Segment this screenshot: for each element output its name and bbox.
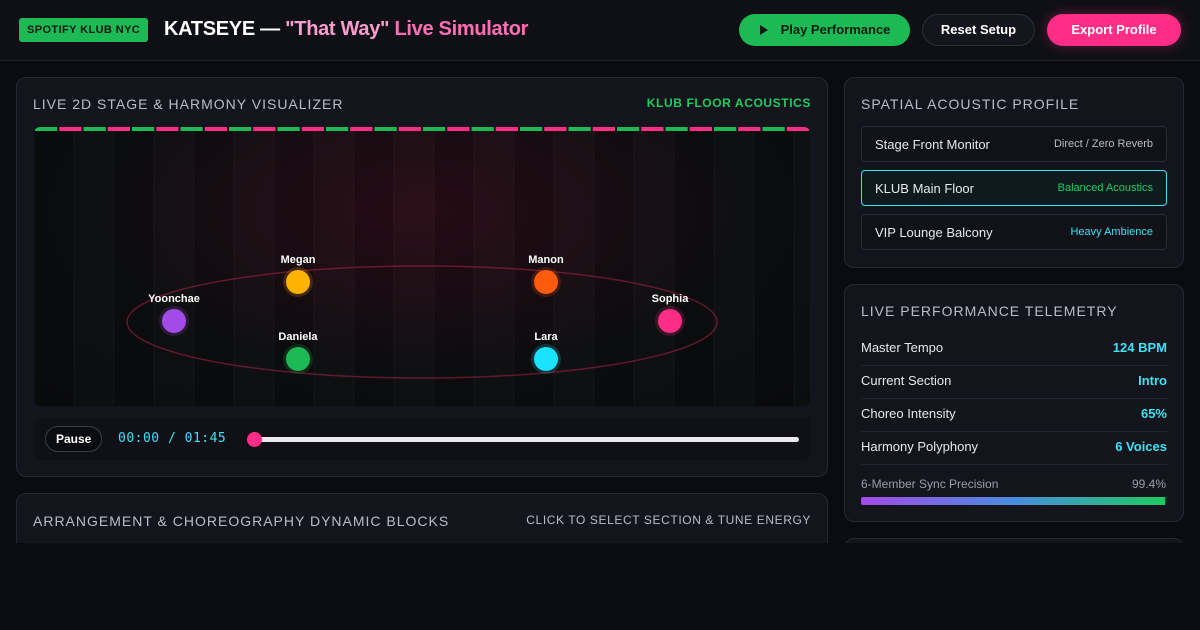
title-song: "That Way": [285, 18, 390, 40]
sync-precision-fill: [861, 497, 1166, 505]
reset-setup-button[interactable]: Reset Setup: [922, 14, 1035, 46]
led-segment: [204, 127, 227, 131]
sync-precision-label: 6-Member Sync Precision: [861, 477, 999, 491]
title-artist: KATSEYE —: [164, 18, 286, 40]
led-segment: [665, 127, 688, 131]
led-segment: [423, 127, 446, 131]
member-label-yoonchae: Yoonchae: [148, 293, 200, 305]
profile-name: VIP Lounge Balcony: [875, 225, 993, 240]
led-segment: [447, 127, 470, 131]
member-label-lara: Lara: [534, 331, 558, 343]
sync-precision-value: 99.4%: [1131, 477, 1166, 491]
led-segment: [326, 127, 349, 131]
profile-name: KLUB Main Floor: [875, 181, 974, 196]
scrubber-track[interactable]: [255, 437, 799, 442]
led-segment: [786, 127, 809, 131]
pause-button[interactable]: Pause: [45, 426, 103, 452]
led-segment: [301, 127, 324, 131]
telemetry-value: 6 Voices: [1115, 439, 1167, 454]
led-segment: [568, 127, 591, 131]
acoustics-label: KLUB FLOOR ACOUSTICS: [646, 96, 811, 110]
led-segment: [107, 127, 130, 131]
led-segment: [277, 127, 300, 131]
led-segment: [592, 127, 615, 131]
profile-vip-lounge-balcony[interactable]: VIP Lounge Balcony Heavy Ambience: [861, 214, 1167, 250]
export-profile-button[interactable]: Export Profile: [1047, 14, 1181, 46]
time-readout: 00:00 / 01:45: [118, 431, 227, 446]
led-segment: [641, 127, 664, 131]
led-segment: [544, 127, 567, 131]
telemetry-row-intensity: Choreo Intensity 65%: [861, 399, 1167, 432]
member-label-daniela: Daniela: [278, 331, 318, 343]
led-segment: [156, 127, 179, 131]
member-label-sophia: Sophia: [651, 293, 689, 305]
member-dot-megan[interactable]: [286, 270, 310, 294]
stage-canvas[interactable]: Megan Manon Yoonchae Sophia Daniela Lara: [34, 127, 810, 406]
member-label-manon: Manon: [528, 254, 564, 266]
led-segment: [762, 127, 785, 131]
led-segment: [520, 127, 543, 131]
telemetry-key: Master Tempo: [861, 340, 944, 355]
profile-desc: Heavy Ambience: [1070, 226, 1153, 238]
member-dot-lara[interactable]: [534, 347, 558, 371]
telemetry-panel: LIVE PERFORMANCE TELEMETRY Master Tempo …: [844, 284, 1184, 522]
led-segment: [253, 127, 276, 131]
led-segment: [714, 127, 737, 131]
blocks-panel-title: ARRANGEMENT & CHOREOGRAPHY DYNAMIC BLOCK…: [33, 513, 450, 529]
led-segment: [471, 127, 494, 131]
telemetry-key: Current Section: [861, 373, 952, 388]
member-dot-sophia[interactable]: [658, 309, 682, 333]
telemetry-value: 124 BPM: [1112, 340, 1167, 355]
led-segment: [180, 127, 203, 131]
led-segment: [59, 127, 82, 131]
led-segment: [617, 127, 640, 131]
telemetry-row-tempo: Master Tempo 124 BPM: [861, 333, 1167, 366]
led-segment: [132, 127, 155, 131]
title-suffix: Live Simulator: [389, 18, 529, 40]
telemetry-key: Harmony Polyphony: [861, 439, 979, 454]
stage-floor-ring: [126, 265, 718, 379]
play-icon: [760, 25, 768, 35]
profile-klub-main-floor[interactable]: KLUB Main Floor Balanced Acoustics: [861, 170, 1167, 206]
led-segment: [374, 127, 397, 131]
member-dot-manon[interactable]: [534, 270, 558, 294]
member-dot-yoonchae[interactable]: [162, 309, 186, 333]
led-segment: [229, 127, 252, 131]
stage-svg: [34, 127, 809, 406]
stage-visualizer-panel: LIVE 2D STAGE & HARMONY VISUALIZER KLUB …: [16, 77, 828, 477]
telemetry-value: Intro: [1138, 373, 1167, 388]
blocks-hint: CLICK TO SELECT SECTION & TUNE ENERGY: [526, 513, 811, 527]
member-dot-daniela[interactable]: [286, 347, 310, 371]
sync-precision-bar: [861, 497, 1167, 505]
transport-bar: Pause 00:00 / 01:45: [34, 418, 810, 460]
led-segment: [738, 127, 761, 131]
telemetry-panel-title: LIVE PERFORMANCE TELEMETRY: [861, 303, 1118, 319]
led-segment: [689, 127, 712, 131]
led-segment: [35, 127, 58, 131]
telemetry-row-section: Current Section Intro: [861, 366, 1167, 399]
spatial-panel-title: SPATIAL ACOUSTIC PROFILE: [861, 96, 1080, 112]
telemetry-row-polyphony: Harmony Polyphony 6 Voices: [861, 432, 1167, 465]
scrubber-thumb[interactable]: [247, 432, 262, 447]
viewport-bottom: [0, 543, 1200, 630]
profile-stage-front-monitor[interactable]: Stage Front Monitor Direct / Zero Reverb: [861, 126, 1167, 162]
led-segment: [83, 127, 106, 131]
telemetry-value: 65%: [1140, 406, 1167, 421]
venue-badge: SPOTIFY KLUB NYC: [19, 18, 149, 42]
profile-desc: Direct / Zero Reverb: [1053, 138, 1153, 150]
led-segment: [495, 127, 518, 131]
profile-name: Stage Front Monitor: [875, 137, 990, 152]
stage-panel-title: LIVE 2D STAGE & HARMONY VISUALIZER: [33, 96, 344, 112]
telemetry-key: Choreo Intensity: [861, 406, 956, 421]
play-performance-label: Play Performance: [780, 22, 891, 37]
app-header: SPOTIFY KLUB NYC KATSEYE — "That Way" Li…: [0, 0, 1200, 61]
app-title: KATSEYE — "That Way" Live Simulator: [164, 18, 528, 41]
spatial-acoustic-panel: SPATIAL ACOUSTIC PROFILE Stage Front Mon…: [844, 77, 1184, 268]
led-segment: [398, 127, 421, 131]
play-performance-button[interactable]: Play Performance: [739, 14, 910, 46]
led-segment: [350, 127, 373, 131]
profile-desc: Balanced Acoustics: [1057, 182, 1153, 194]
member-label-megan: Megan: [280, 254, 316, 266]
